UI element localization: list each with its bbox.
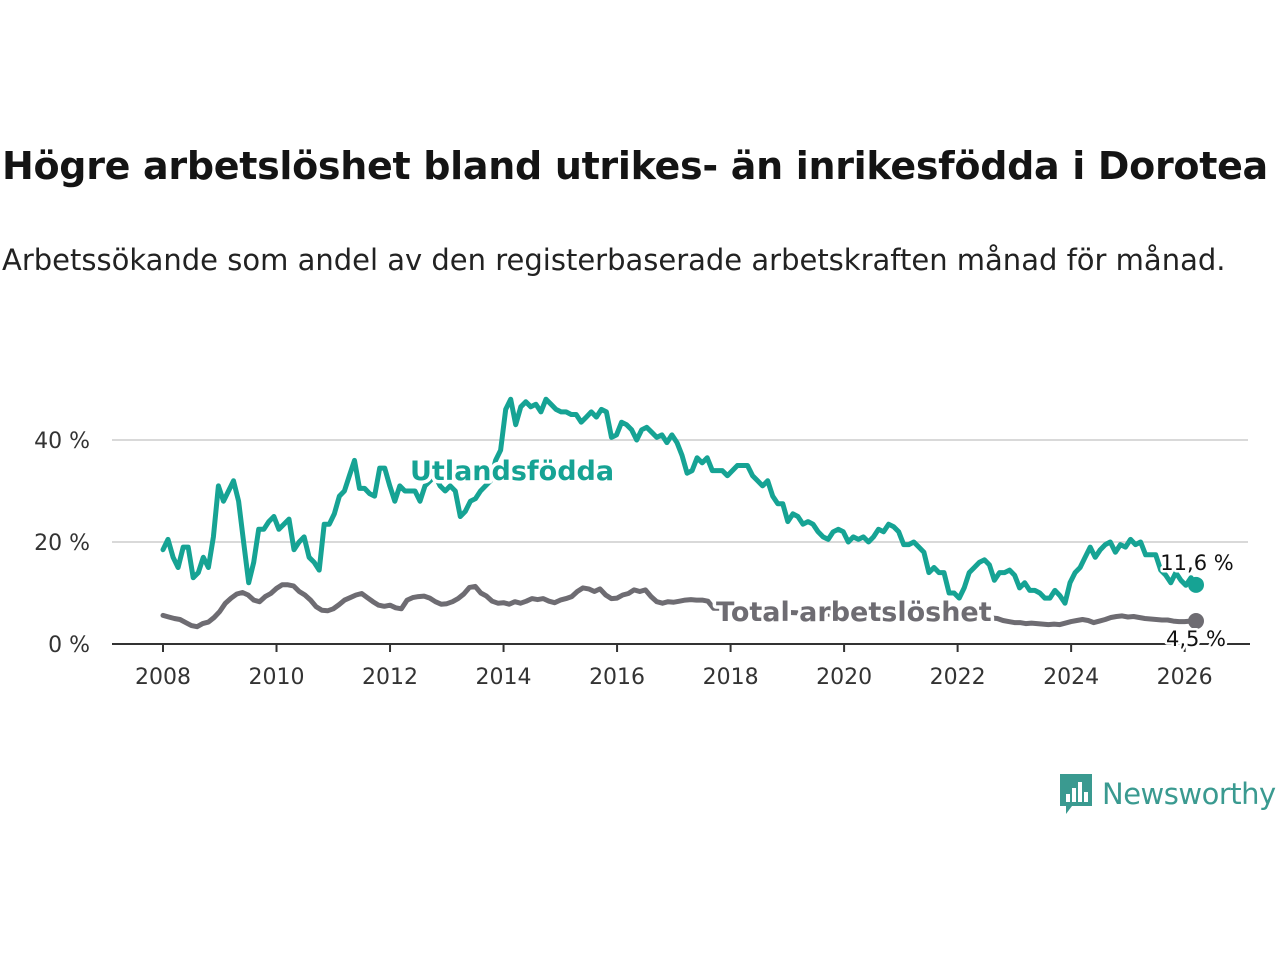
end-value-label-utlandsfodda: 11,6 % bbox=[1160, 551, 1233, 575]
axes: 0 % 20 % 40 % 2008 2010 2012 2014 2016 2018 2020 2… bbox=[34, 429, 1250, 690]
x-tick-label: 2022 bbox=[930, 665, 986, 690]
chart-title: Högre arbetslöshet bland utrikes- än inr… bbox=[2, 144, 1268, 188]
x-tick-label: 2020 bbox=[816, 665, 872, 690]
x-tick-label: 2018 bbox=[703, 665, 759, 690]
series-label-utlandsfodda: Utlandsfödda bbox=[410, 456, 614, 487]
y-tick-label: 0 % bbox=[48, 633, 90, 658]
end-value-label-total: 4,5 % bbox=[1166, 627, 1226, 651]
newsworthy-logo-icon bbox=[1060, 774, 1092, 814]
y-tick-label: 20 % bbox=[34, 531, 90, 556]
brand: Newsworthy bbox=[1058, 772, 1276, 816]
x-tick-label: 2012 bbox=[362, 665, 418, 690]
x-tick-label: 2008 bbox=[135, 665, 191, 690]
end-dot-utlandsfodda bbox=[1188, 576, 1204, 593]
x-tick-label: 2010 bbox=[249, 665, 305, 690]
series-line-total bbox=[160, 582, 1199, 630]
line-chart: 0 % 20 % 40 % 2008 2010 2012 2014 2016 2018 2020 2… bbox=[34, 396, 1250, 690]
series-lines bbox=[160, 396, 1204, 630]
x-tick-label: 2014 bbox=[476, 665, 532, 690]
x-tick-label: 2016 bbox=[589, 665, 645, 690]
x-tick-label: 2024 bbox=[1043, 665, 1099, 690]
end-dot-total bbox=[1188, 613, 1204, 630]
series-labels: Utlandsfödda Total arbetslöshet 11,6 % 4,5 … bbox=[407, 453, 1237, 654]
chart-subtitle: Arbetssökande som andel av den registerb… bbox=[2, 243, 1226, 277]
y-tick-label: 40 % bbox=[34, 429, 90, 454]
series-label-total: Total arbetslöshet bbox=[716, 597, 992, 628]
series-line-utlandsfodda bbox=[160, 396, 1199, 606]
x-tick-label: 2026 bbox=[1157, 665, 1213, 690]
brand-name: Newsworthy bbox=[1102, 777, 1276, 811]
